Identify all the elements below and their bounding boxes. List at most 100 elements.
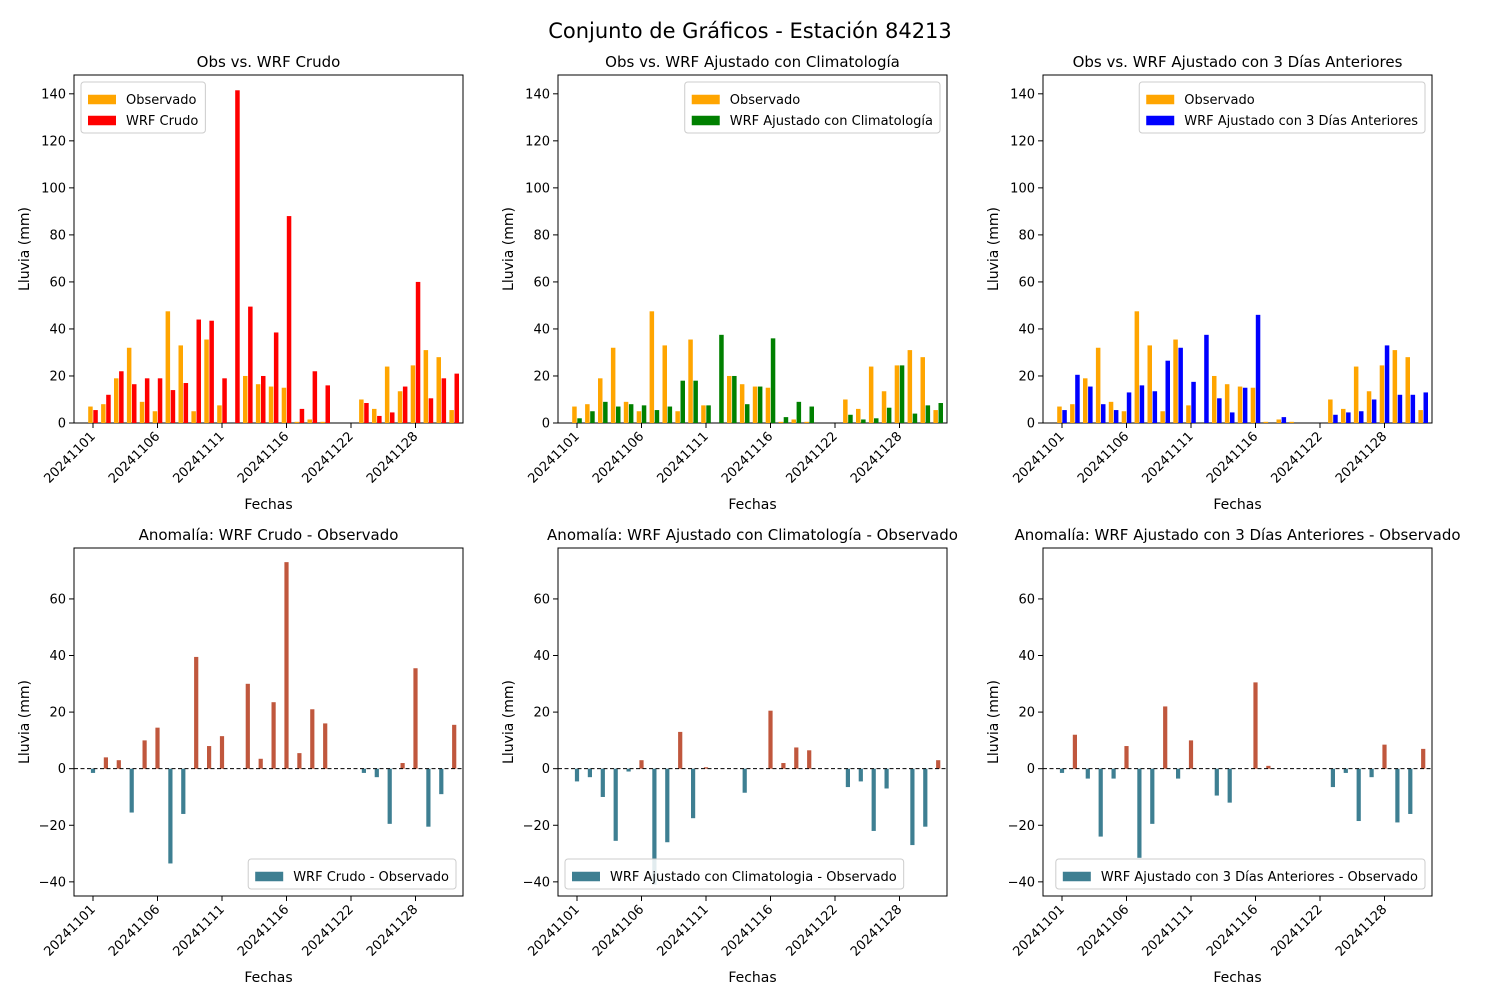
bar-model [732,375,737,423]
y-tick-label: 20 [1018,369,1035,384]
bar-observado [1341,408,1346,423]
bar-model [1410,394,1416,423]
bar-model [1384,345,1390,423]
bar-observado [675,411,680,423]
bar-model [1242,387,1248,423]
figure-title: Conjunto de Gráficos - Estación 84213 [548,19,952,43]
y-tick-label: −20 [523,819,550,834]
bar-anomaly-negative [1150,768,1155,824]
bar-anomaly-negative [1408,768,1413,814]
bar-model [861,419,866,423]
y-axis-label: Lluvia (mm) [17,680,33,764]
panel-6: Anomalía: WRF Ajustado con 3 Días Anteri… [986,526,1461,986]
bar-observado [610,347,616,423]
bar-anomaly-negative [1356,768,1361,822]
bar-model [654,410,660,423]
legend-label: Observado [730,93,801,108]
bar-model [1333,414,1338,423]
legend-label: WRF Ajustado con 3 Días Anteriores - Obs… [1101,870,1418,885]
bar-anomaly-positive [703,767,709,769]
panel-3: Obs vs. WRF Ajustado con 3 Días Anterior… [986,53,1433,513]
y-tick-label: 20 [49,369,66,384]
bar-anomaly-positive [1421,748,1426,769]
bar-model [899,365,905,423]
bar-model [106,394,111,423]
bar-observado [1405,357,1410,423]
bar-anomaly-positive [297,753,302,769]
bar-model [93,410,98,423]
bar-anomaly-negative [845,768,850,788]
bar-anomaly-negative [1395,768,1400,823]
y-tick-label: 40 [533,322,550,337]
panel-title: Anomalía: WRF Ajustado con 3 Días Anteri… [1014,526,1460,544]
bar-observado [1134,311,1140,423]
bar-anomaly-negative [387,768,392,824]
bar-anomaly-negative [1227,768,1232,803]
bar-anomaly-positive [678,731,683,769]
bar-model [377,415,382,423]
bar-model [1346,412,1351,423]
bar-anomaly-positive [452,724,457,769]
legend-swatch [691,115,720,126]
bar-anomaly-negative [1111,768,1116,779]
bar-observado [739,384,745,423]
bar-model [157,378,163,423]
bar-anomaly-negative [691,768,696,819]
legend-swatch [88,94,116,105]
legend-label: WRF Crudo [126,114,198,129]
bar-observado [1237,386,1243,423]
bar-anomaly-positive [116,760,121,769]
bar-observado [243,375,248,423]
bar-anomaly-negative [626,768,631,772]
bar-anomaly-negative [574,768,580,782]
bar-observado [1160,411,1165,423]
bar-model [299,408,305,423]
bar-anomaly-positive [284,562,289,769]
bar-observado [856,408,861,423]
bar-anomaly-negative [168,768,173,864]
bar-model [1191,381,1196,423]
bar-model [1113,410,1119,423]
bar-observado [649,311,655,423]
bar-anomaly-positive [103,757,108,769]
legend: WRF Crudo - Observado [247,858,457,890]
y-tick-label: 60 [1018,592,1035,607]
bar-anomaly-negative [426,768,431,827]
bar-anomaly-negative [923,768,928,827]
y-tick-label: 60 [533,592,550,607]
bar-anomaly-positive [1382,744,1387,769]
bar-model [1126,392,1132,423]
legend: Observado WRF Ajustado con 3 Días Anterio… [1138,81,1426,134]
bar-observado [191,411,196,423]
y-tick-label: 80 [533,228,550,243]
bar-model [454,373,459,423]
bar-model [286,216,292,423]
y-tick-label: 140 [525,87,550,102]
bar-observado [1186,405,1191,423]
bar-observado [868,366,874,423]
bar-observado [804,421,809,423]
bar-model [693,380,698,423]
bar-model [1152,391,1158,423]
bar-model [1230,412,1235,423]
bar-model [938,403,943,423]
plot-area [73,547,464,897]
y-tick-label: 60 [49,592,66,607]
bar-model [183,383,189,423]
bar-observado [88,406,93,423]
bar-anomaly-positive [258,758,263,769]
bar-model [222,378,227,423]
bar-observado [572,406,577,423]
bar-observado [449,410,454,423]
bar-model [209,320,214,423]
bar-anomaly-positive [142,740,147,769]
bar-observado [1108,401,1114,423]
bar-observado [701,405,706,423]
bar-anomaly-positive [245,683,250,769]
x-axis-label: Fechas [728,497,776,513]
bar-anomaly-positive [207,746,212,769]
legend-swatch [691,94,720,105]
bars-group [572,311,943,423]
bar-observado [178,345,183,423]
legend-swatch [1146,115,1175,126]
